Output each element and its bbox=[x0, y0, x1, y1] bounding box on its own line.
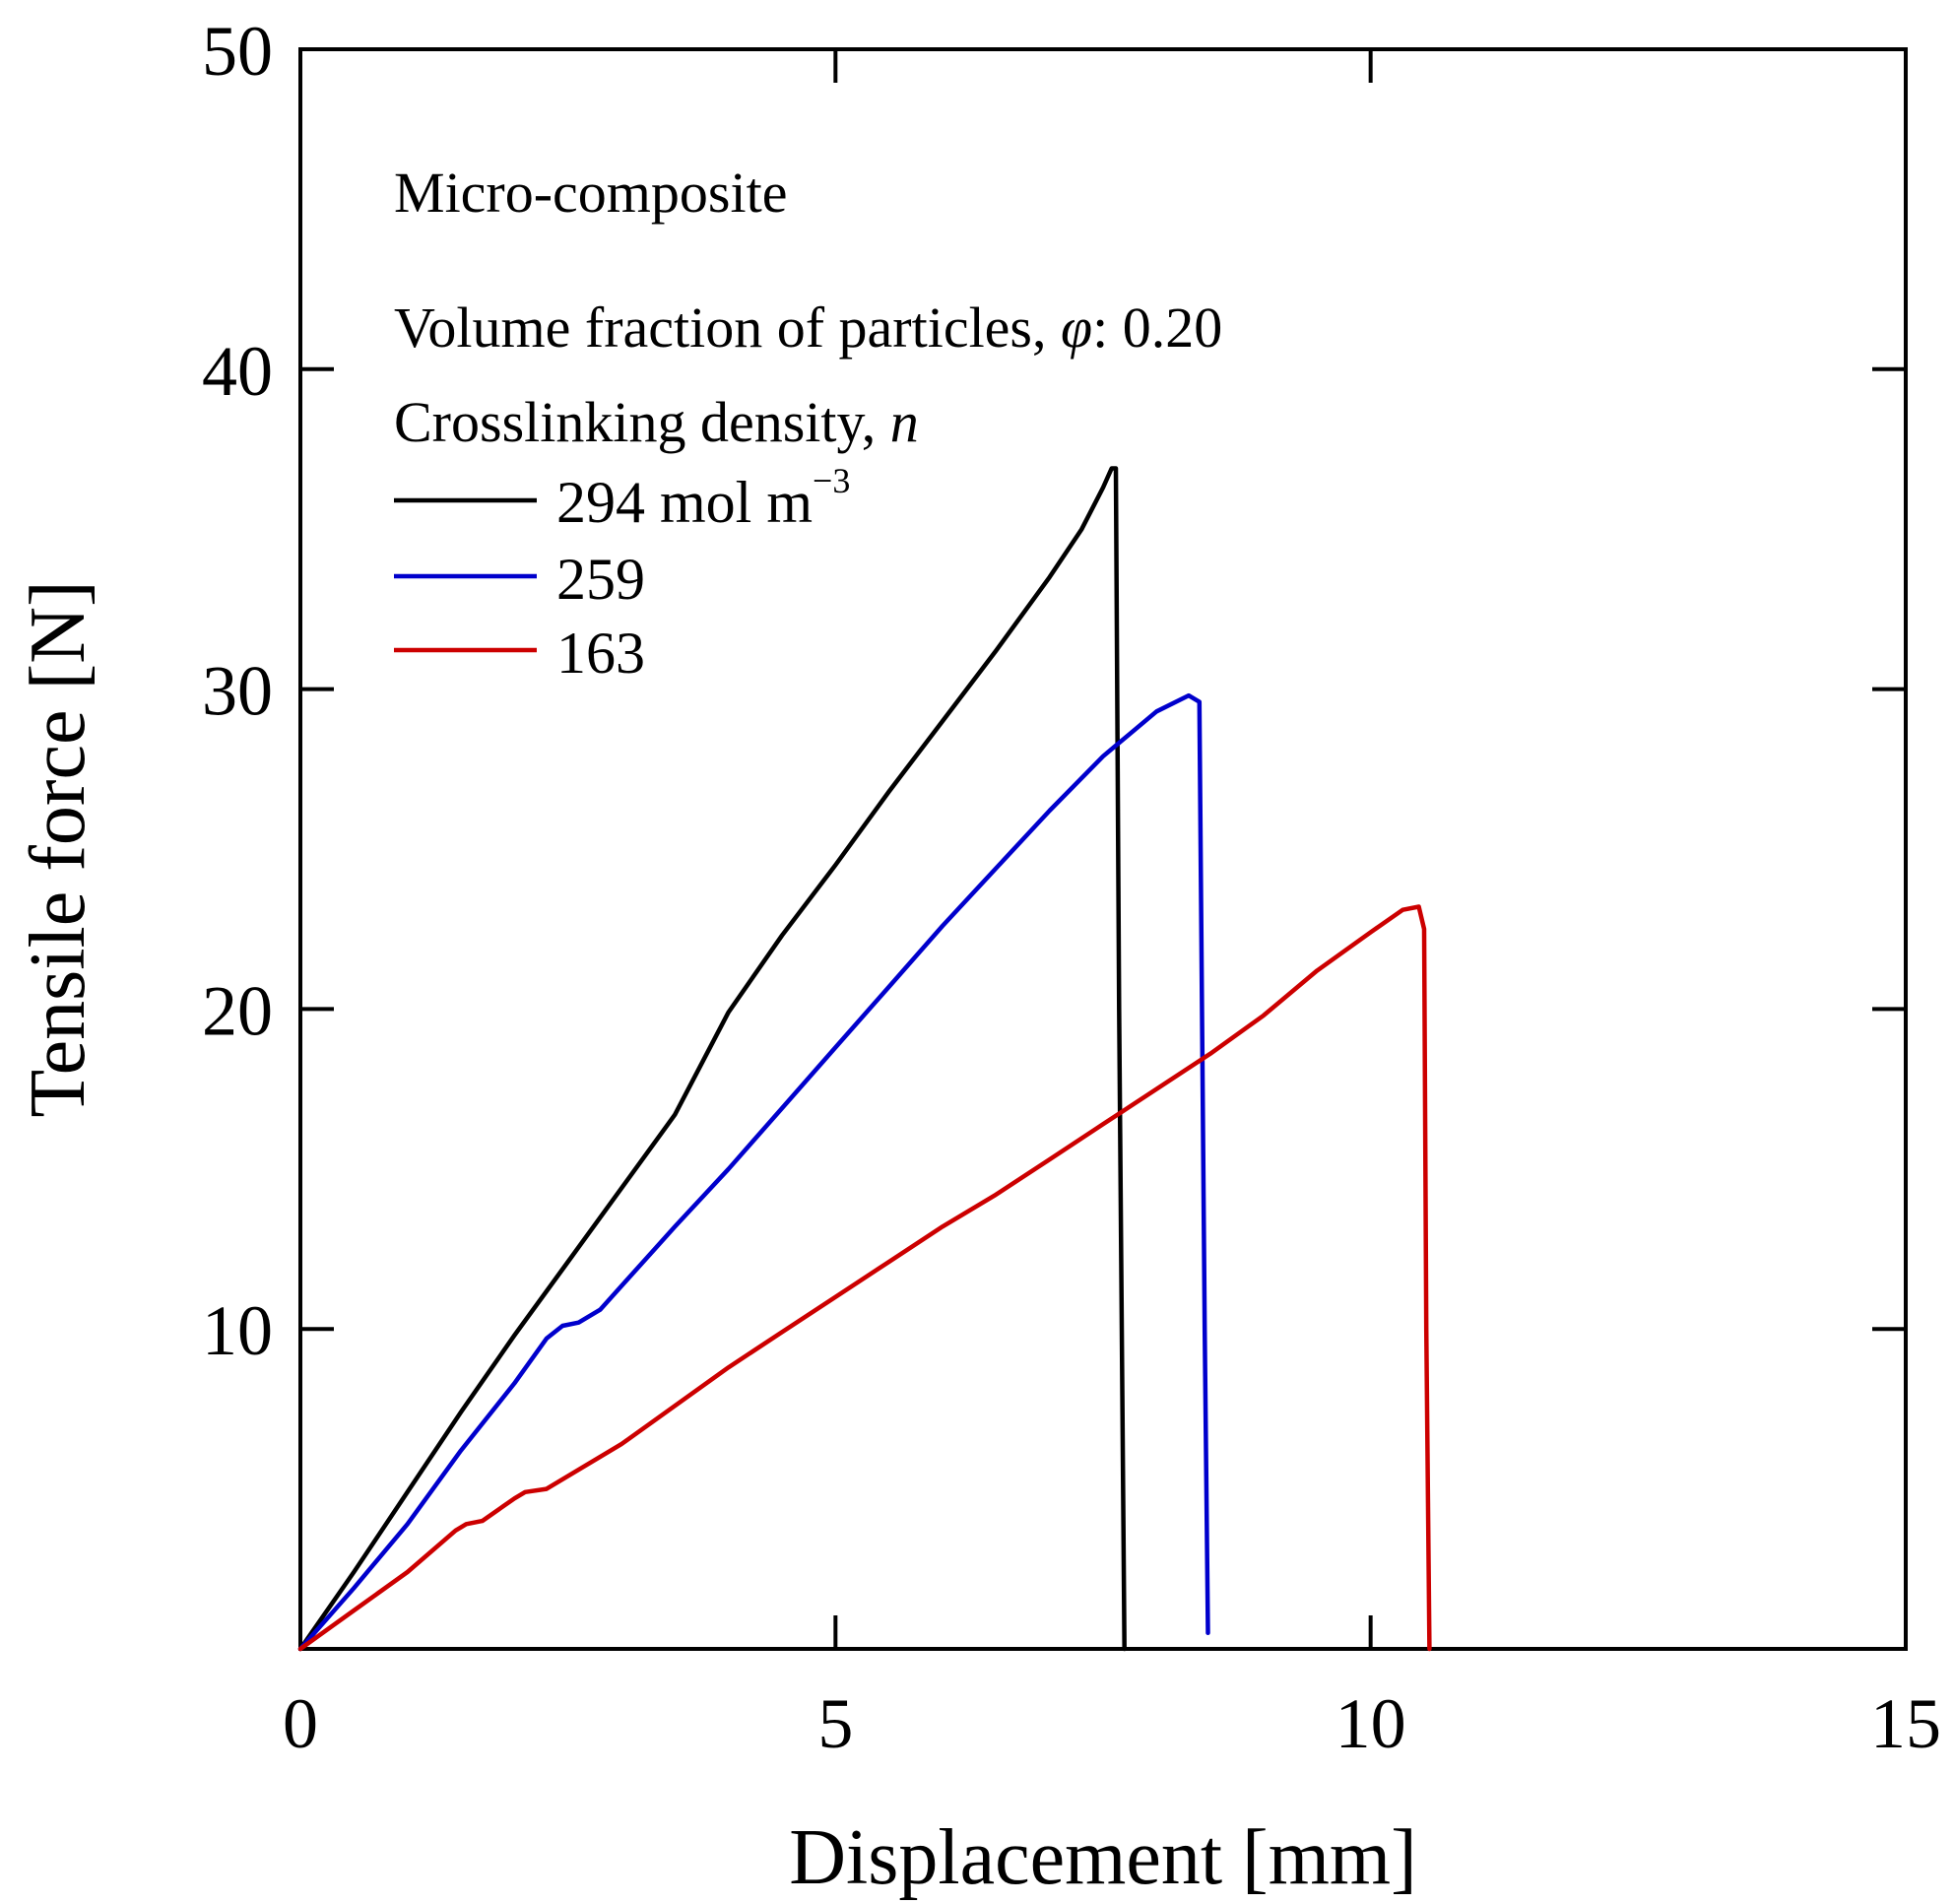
x-tick-label-15: 15 bbox=[1870, 1684, 1941, 1763]
series-line-163 bbox=[297, 904, 1432, 1652]
tick-marks bbox=[300, 49, 1906, 1649]
x-axis-label: Displacement [mm] bbox=[789, 1814, 1417, 1901]
annotation-material: Micro-composite bbox=[394, 161, 787, 225]
series-lines bbox=[297, 466, 1432, 1652]
y-axis-label: Tensile force [N] bbox=[15, 580, 101, 1117]
y-tick-label-30: 30 bbox=[202, 652, 273, 731]
x-tick-label-0: 0 bbox=[283, 1684, 318, 1763]
legend: 294 mol m−3 259 163 bbox=[394, 461, 850, 686]
series-line-259 bbox=[297, 692, 1210, 1652]
x-tick-label-10: 10 bbox=[1335, 1684, 1406, 1763]
annotation-volume-fraction: Volume fraction of particles, φ: 0.20 bbox=[394, 295, 1222, 360]
annotation-crosslink: Crosslinking density, n bbox=[394, 390, 919, 454]
plot-frame bbox=[298, 47, 1908, 1651]
y-tick-label-40: 40 bbox=[202, 332, 273, 411]
tick-labels: 0 5 10 15 10 20 30 40 50 bbox=[202, 12, 1941, 1763]
legend-label-163: 163 bbox=[556, 621, 645, 686]
y-tick-label-20: 20 bbox=[202, 971, 273, 1050]
x-tick-label-5: 5 bbox=[817, 1684, 853, 1763]
legend-label-294: 294 mol m−3 bbox=[556, 461, 850, 535]
y-tick-label-10: 10 bbox=[202, 1291, 273, 1370]
legend-label-259: 259 bbox=[556, 547, 645, 612]
y-tick-label-50: 50 bbox=[202, 12, 273, 91]
series-line-294 bbox=[297, 466, 1127, 1652]
